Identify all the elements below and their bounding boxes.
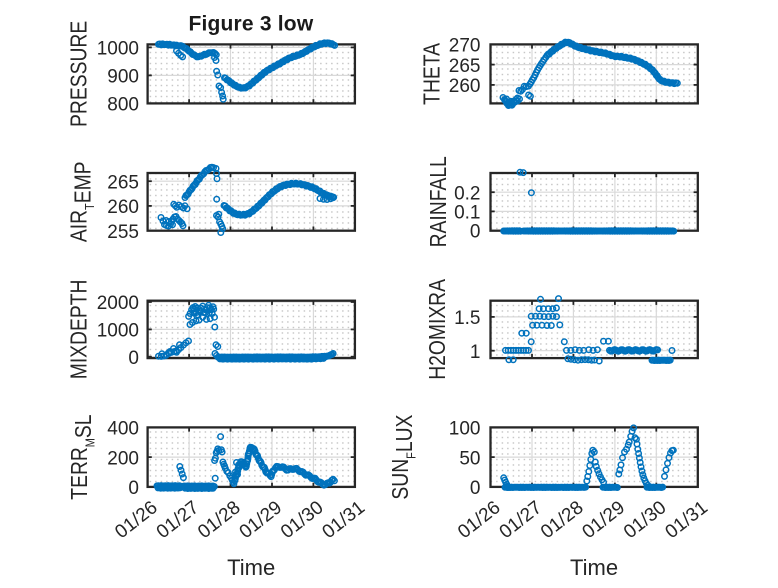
svg-text:900: 900 bbox=[107, 67, 139, 88]
svg-text:Time: Time bbox=[227, 555, 275, 580]
svg-text:1.5: 1.5 bbox=[454, 308, 480, 329]
svg-text:0.2: 0.2 bbox=[454, 183, 480, 204]
svg-text:50: 50 bbox=[459, 448, 480, 469]
svg-text:AIRTEMP: AIRTEMP bbox=[67, 161, 97, 242]
svg-text:0: 0 bbox=[128, 478, 139, 499]
svg-text:H2OMIXRA: H2OMIXRA bbox=[426, 278, 451, 380]
svg-text:PRESSURE: PRESSURE bbox=[67, 21, 92, 127]
svg-text:260: 260 bbox=[107, 197, 139, 218]
svg-text:MIXDEPTH: MIXDEPTH bbox=[67, 280, 92, 380]
svg-text:1: 1 bbox=[470, 342, 481, 363]
svg-text:265: 265 bbox=[449, 56, 481, 77]
svg-text:260: 260 bbox=[449, 76, 481, 97]
svg-text:200: 200 bbox=[107, 448, 139, 469]
svg-text:265: 265 bbox=[107, 172, 139, 193]
svg-text:RAINFALL: RAINFALL bbox=[427, 156, 452, 247]
svg-text:2000: 2000 bbox=[97, 293, 139, 314]
svg-text:800: 800 bbox=[107, 95, 139, 116]
svg-text:255: 255 bbox=[107, 222, 139, 243]
svg-text:Time: Time bbox=[570, 555, 618, 580]
svg-text:SUNFLUX: SUNFLUX bbox=[389, 415, 419, 500]
svg-text:TERRMSL: TERRMSL bbox=[68, 414, 98, 499]
svg-text:400: 400 bbox=[107, 419, 139, 440]
svg-text:270: 270 bbox=[449, 36, 481, 57]
svg-text:1000: 1000 bbox=[97, 39, 139, 60]
svg-text:1000: 1000 bbox=[97, 321, 139, 342]
svg-text:0: 0 bbox=[128, 348, 139, 369]
svg-text:0: 0 bbox=[470, 478, 481, 499]
svg-text:0.1: 0.1 bbox=[454, 203, 480, 224]
svg-text:Figure 3 low: Figure 3 low bbox=[188, 13, 313, 36]
svg-text:100: 100 bbox=[449, 419, 481, 440]
svg-text:THETA: THETA bbox=[420, 42, 445, 105]
svg-text:0: 0 bbox=[470, 222, 481, 243]
